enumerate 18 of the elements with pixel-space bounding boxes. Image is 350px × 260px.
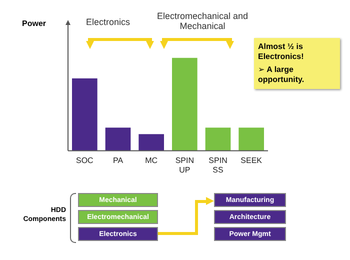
bar (105, 128, 131, 151)
text: Electronics (86, 17, 130, 27)
x-tick-label: PA (112, 156, 124, 165)
bar (172, 58, 198, 151)
x-tick-label: SPIN UP (175, 156, 194, 174)
x-tick-label: SOC (76, 156, 94, 165)
bar (72, 78, 98, 151)
annotation: Almost ½ is Electronics! (258, 42, 305, 62)
callout-box: Almost ½ is Electronics! ➢ A large opportunity. (254, 38, 340, 89)
x-tick-label: SEEK (240, 156, 263, 165)
text: Electromechanical and Mechanical (156, 11, 250, 31)
x-tick-label: SPIN SS (208, 156, 228, 174)
bar (205, 128, 231, 151)
x-tick-label: MC (145, 156, 158, 165)
bar (238, 128, 264, 151)
bar (138, 134, 164, 151)
annotation: ➢ A large opportunity. (258, 65, 306, 85)
y-axis-title: Power (22, 19, 46, 28)
